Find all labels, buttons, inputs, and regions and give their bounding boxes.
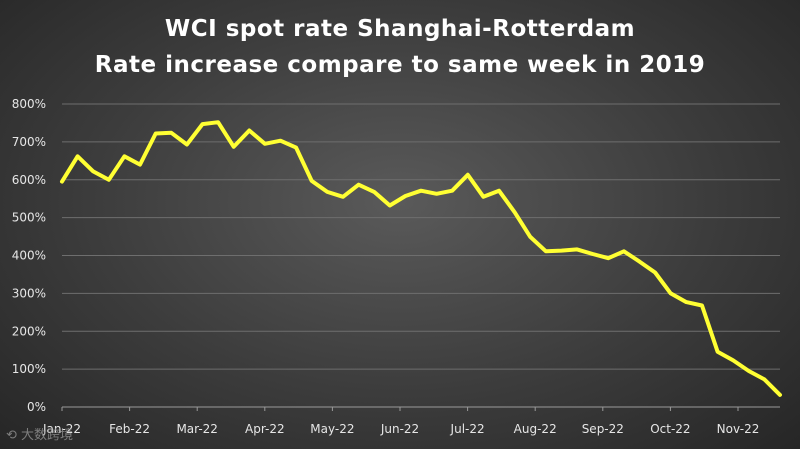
y-tick-label: 700% bbox=[12, 135, 46, 149]
x-tick-label: May-22 bbox=[310, 422, 354, 436]
x-tick-label: Jan-22 bbox=[42, 422, 81, 436]
series-line bbox=[60, 120, 782, 397]
x-tick-label: Oct-22 bbox=[650, 422, 690, 436]
y-tick-label: 100% bbox=[12, 362, 46, 376]
x-tick-label: Jul-22 bbox=[450, 422, 485, 436]
y-tick-label: 400% bbox=[12, 249, 46, 263]
x-tick-label: Nov-22 bbox=[717, 422, 760, 436]
x-tick-label: Jun-22 bbox=[380, 422, 419, 436]
x-tick-label: Aug-22 bbox=[514, 422, 557, 436]
y-tick-label: 0% bbox=[27, 400, 46, 414]
x-tick-label: Sep-22 bbox=[582, 422, 624, 436]
x-tick-label: Feb-22 bbox=[109, 422, 150, 436]
y-tick-label: 200% bbox=[12, 324, 46, 338]
chart-subtitle: Rate increase compare to same week in 20… bbox=[94, 52, 706, 78]
y-tick-label: 500% bbox=[12, 211, 46, 225]
x-tick-label: Apr-22 bbox=[245, 422, 285, 436]
chart-title: WCI spot rate Shanghai-Rotterdam bbox=[164, 16, 636, 42]
watermark-logo: ⟲ 大数跨境 bbox=[6, 428, 74, 443]
y-tick-label: 600% bbox=[12, 173, 46, 187]
y-tick-label: 800% bbox=[12, 97, 46, 111]
x-tick-label: Mar-22 bbox=[176, 422, 217, 436]
y-tick-label: 300% bbox=[12, 286, 46, 300]
